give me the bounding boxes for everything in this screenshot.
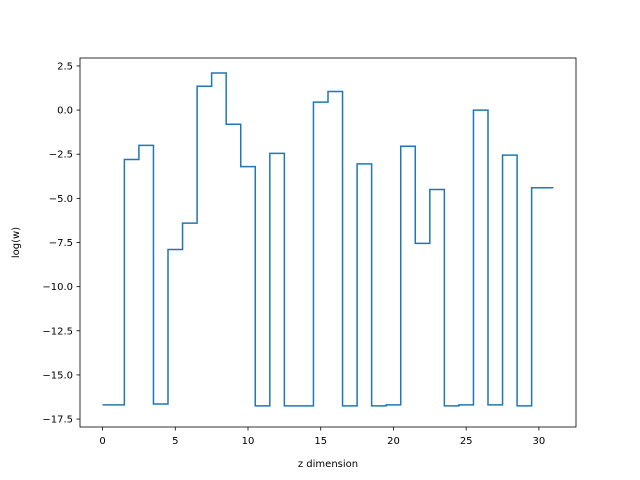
y-tick-label: −12.5 <box>42 326 73 337</box>
x-axis-label: z dimension <box>298 459 358 470</box>
x-tick-label: 10 <box>242 436 255 447</box>
x-tick-label: 20 <box>387 436 400 447</box>
y-tick-label: 0.0 <box>57 106 73 117</box>
y-tick-label: −17.5 <box>42 415 73 426</box>
y-axis-label: log(w) <box>11 227 22 258</box>
x-tick-label: 25 <box>460 436 473 447</box>
series-line-0 <box>102 72 554 407</box>
y-tick-label: −2.5 <box>49 150 73 161</box>
plot-area-frame <box>79 57 577 428</box>
y-tick-label: 2.5 <box>57 61 73 72</box>
series-layer <box>102 72 554 407</box>
x-tick-label: 5 <box>172 436 178 447</box>
x-tick-label: 0 <box>99 436 105 447</box>
x-tick-label: 30 <box>533 436 546 447</box>
y-axis-ticks: 2.5 0.0 −2.5 −5.0 −7.5 −10.0 −12.5 −15.0 −17.5 <box>42 61 80 426</box>
y-tick-label: −10.0 <box>42 282 73 293</box>
y-tick-label: −5.0 <box>49 194 73 205</box>
y-tick-label: −7.5 <box>49 238 73 249</box>
x-tick-label: 15 <box>314 436 327 447</box>
y-tick-label: −15.0 <box>42 370 73 381</box>
x-axis-ticks: 0 5 10 15 20 25 30 <box>99 427 545 447</box>
